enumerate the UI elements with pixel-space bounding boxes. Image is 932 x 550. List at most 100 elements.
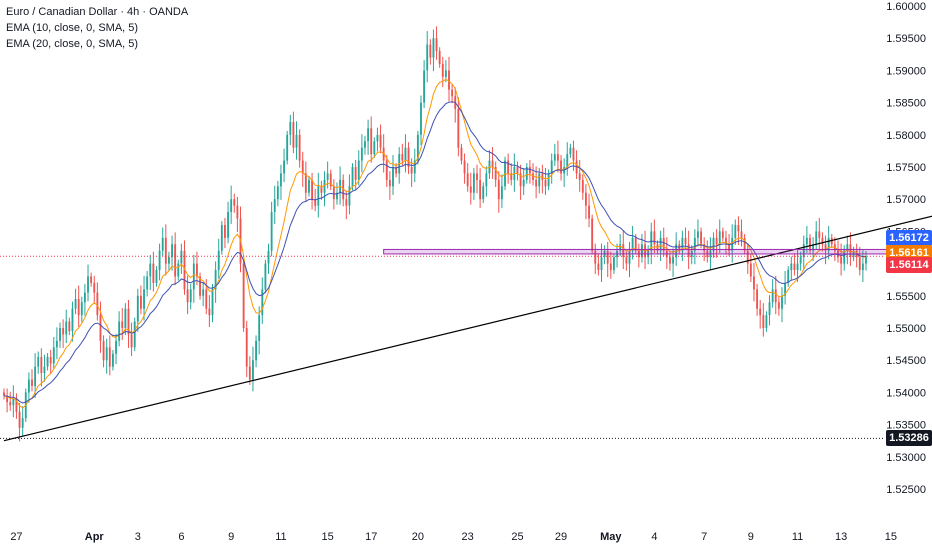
time-tick-label: 27 [10, 531, 22, 543]
candle-body [404, 147, 407, 161]
candle-body [245, 328, 248, 367]
price-tag: 1.53286 [886, 430, 932, 447]
time-axis[interactable]: 27Apr36911151720232529May47911131518 [10, 531, 932, 543]
candle-body [631, 237, 634, 251]
candle-body [619, 244, 622, 251]
candle-body [348, 186, 351, 206]
candle-body [270, 212, 273, 251]
ema10-legend[interactable]: EMA (10, close, 0, SMA, 5) [6, 22, 139, 34]
candle-body [93, 282, 96, 293]
ema10-line [3, 78, 867, 409]
candle-body [712, 237, 715, 251]
candle-body [659, 237, 662, 251]
candle-body [364, 141, 366, 148]
symbol-title[interactable]: Euro / Canadian Dollar · 4h · OANDA [6, 6, 189, 18]
candle-body [476, 173, 478, 180]
candle-body [130, 334, 133, 348]
price-tag: 1.56114 [886, 256, 932, 273]
candle-body [578, 173, 581, 180]
time-tick-label: 9 [748, 531, 754, 543]
candle-body [143, 289, 145, 309]
ema-lines [3, 78, 867, 409]
candle-body [715, 237, 718, 245]
candle-body [824, 244, 827, 251]
candle-body [12, 398, 15, 406]
candle-body [815, 231, 818, 245]
candle-body [802, 244, 805, 258]
candle-body [693, 237, 696, 251]
candle-body [584, 192, 587, 206]
candle-body [426, 44, 429, 71]
candle-body [429, 44, 432, 58]
price-tick-label: 1.54500 [886, 355, 926, 367]
candle-body [774, 289, 777, 303]
candle-body [108, 347, 111, 367]
ema20-legend[interactable]: EMA (20, close, 0, SMA, 5) [6, 38, 139, 50]
time-tick-label: 7 [701, 531, 707, 543]
candle-body [326, 173, 329, 180]
candle-body [27, 379, 30, 393]
candle-body [569, 147, 572, 155]
candle-body [451, 89, 454, 97]
candle-body [737, 224, 740, 232]
candle-body [753, 276, 755, 290]
candle-body [199, 276, 201, 296]
candle-body [395, 167, 398, 174]
candle-body [317, 186, 320, 206]
candle-body [771, 289, 774, 303]
candle-body [420, 102, 422, 135]
candle-body [572, 147, 575, 161]
candle-body [286, 134, 289, 161]
price-tick-label: 1.53000 [886, 452, 926, 464]
candle-body [516, 167, 519, 174]
candle-body [40, 356, 43, 374]
candle-body [345, 199, 348, 206]
candlestick-series [3, 26, 867, 442]
candle-body [653, 231, 656, 245]
candle-body [102, 340, 105, 361]
price-tick-label: 1.52500 [886, 484, 926, 496]
candle-body [34, 366, 37, 386]
candle-body [236, 205, 239, 219]
time-tick-label: 20 [412, 531, 424, 543]
candle-body [497, 179, 500, 200]
candle-body [224, 224, 226, 238]
candle-body [550, 160, 553, 174]
candle-body [448, 70, 450, 90]
candle-body [189, 289, 192, 303]
time-tick-label: 23 [462, 531, 474, 543]
candle-body [796, 263, 799, 271]
candle-body [127, 308, 130, 335]
candle-body [152, 263, 155, 283]
candle-body [560, 160, 562, 174]
time-tick-label: 3 [135, 531, 141, 543]
candle-body [31, 379, 33, 386]
candle-body [158, 250, 161, 271]
candle-body [507, 160, 510, 174]
candle-body [777, 302, 780, 309]
candle-body [759, 308, 762, 316]
time-tick-label: 13 [835, 531, 847, 543]
candle-body [700, 231, 703, 245]
candle-body [59, 328, 61, 341]
candle-body [641, 244, 643, 258]
candle-body [479, 179, 482, 200]
price-tick-label: 1.57000 [886, 194, 926, 206]
candle-body [392, 167, 394, 187]
candle-body [544, 179, 547, 187]
candle-body [762, 315, 765, 328]
candle-body [83, 292, 86, 303]
time-tick-label: 17 [365, 531, 377, 543]
candle-body [43, 366, 46, 374]
time-tick-label: 11 [275, 531, 286, 543]
candle-body [566, 154, 569, 167]
candle-body [840, 257, 843, 264]
candle-body [65, 321, 68, 335]
candle-body [728, 244, 731, 251]
candle-body [167, 257, 170, 264]
price-tick-label: 1.54000 [886, 387, 926, 399]
candle-body [74, 299, 77, 309]
candle-body [469, 186, 472, 193]
candle-body [743, 237, 746, 251]
